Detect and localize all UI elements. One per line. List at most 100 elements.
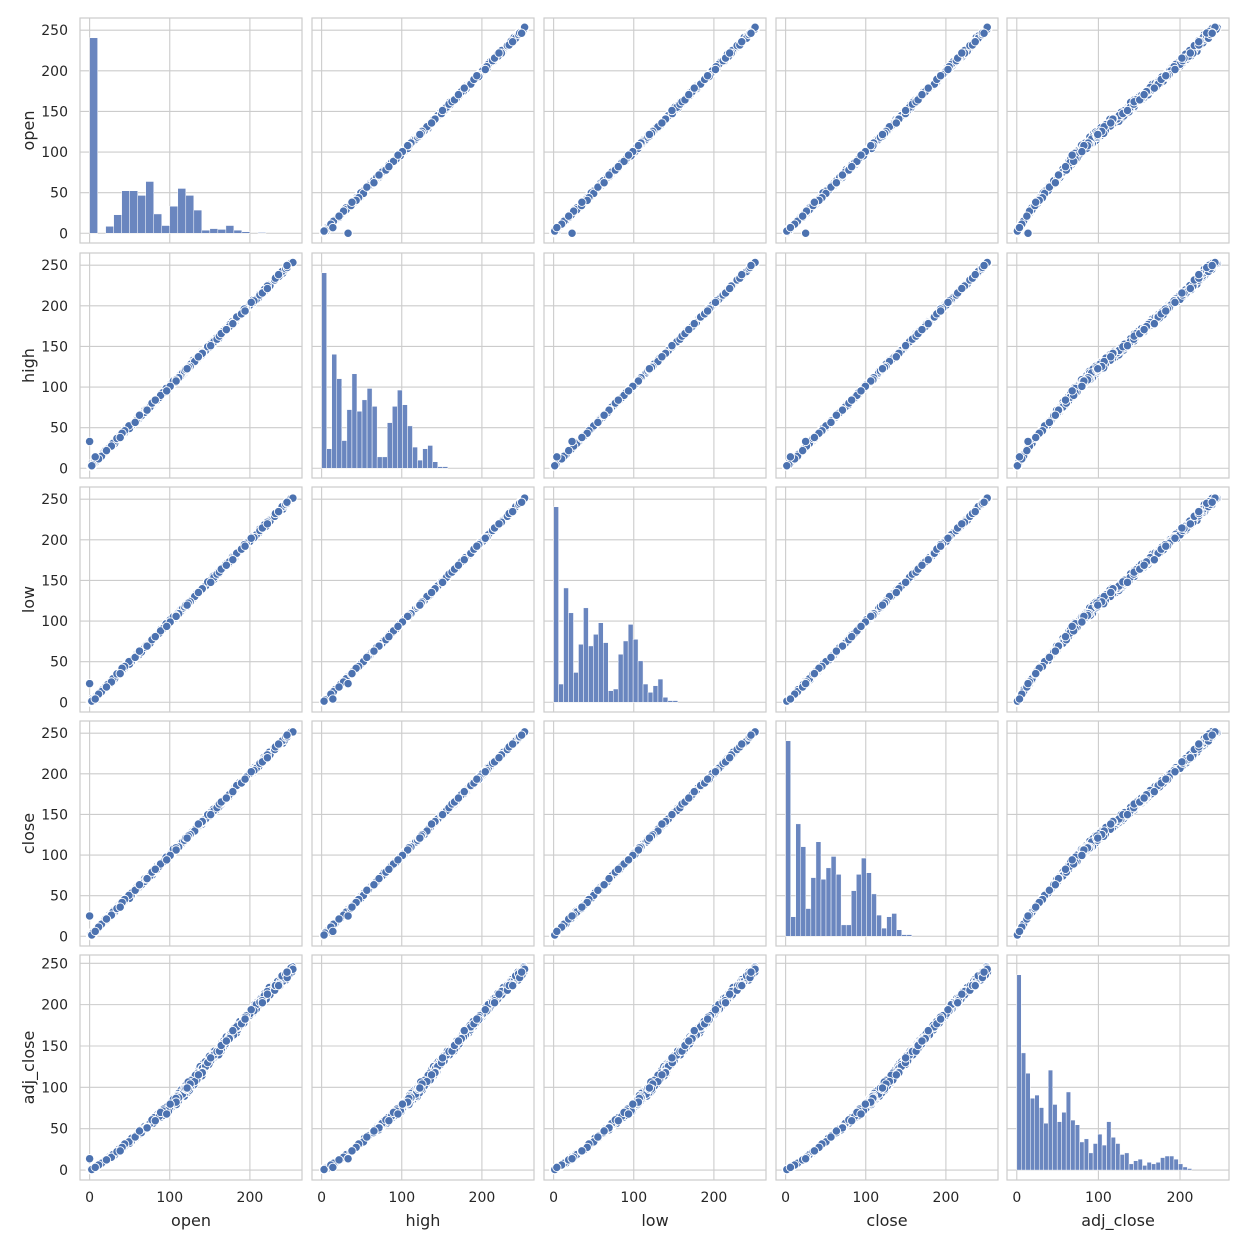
scatter-point [1093, 129, 1103, 140]
scatter-point [459, 83, 469, 93]
scatter-point [809, 432, 820, 443]
y-tick-label: 150 [41, 104, 68, 120]
scatter-point [134, 410, 145, 420]
histogram-bar [402, 404, 408, 469]
scatter-point [831, 178, 842, 188]
scatter-point [564, 211, 574, 221]
histogram-bar [397, 389, 403, 469]
scatter-point [702, 71, 713, 81]
scatter-point [737, 37, 747, 47]
histogram-bar [407, 425, 413, 469]
histogram-bar [326, 448, 332, 469]
y-tick-label: 250 [41, 23, 68, 39]
scatter-point [101, 445, 112, 456]
histogram-bar [422, 448, 428, 469]
scatter-point [577, 432, 587, 443]
scatter-point [415, 129, 425, 140]
y-tick-label: 50 [50, 421, 68, 437]
scatter-point [970, 269, 980, 280]
scatter-point [480, 64, 490, 75]
scatter-point [689, 319, 699, 329]
histogram-bar [361, 399, 368, 469]
histogram-bar [392, 406, 398, 469]
scatter-point [797, 445, 808, 456]
histogram-bar [387, 422, 393, 469]
scatter-point [343, 228, 353, 238]
histogram-bar [341, 440, 348, 469]
y-tick-label: 200 [41, 299, 68, 315]
scatter-point [472, 71, 482, 81]
histogram-bar [412, 446, 418, 469]
scatter-point [599, 410, 609, 420]
histogram-bar [432, 461, 438, 469]
histogram-bar [89, 37, 98, 234]
scatter-point [1207, 28, 1217, 38]
scatter-point [282, 260, 292, 271]
scatter-point [550, 461, 560, 471]
scatter-point [228, 319, 238, 329]
panel-open-vs-close [775, 17, 999, 244]
histogram-bar [331, 353, 338, 469]
histogram-bar [153, 213, 162, 234]
y-tick-label: 250 [41, 258, 68, 274]
scatter-point [877, 129, 888, 140]
scatter-point [746, 260, 756, 271]
scatter-point [1053, 170, 1064, 180]
scatter-point [891, 352, 901, 362]
histogram-bar [366, 388, 373, 469]
histogram-bar [209, 228, 219, 234]
scatter-point [667, 341, 677, 351]
scatter-point [369, 178, 379, 188]
scatter-point [193, 352, 204, 362]
histogram-bar [193, 209, 203, 234]
scatter-point [725, 283, 735, 294]
panel-high-vs-adj_close [1006, 252, 1230, 479]
y-tick-label: 100 [41, 145, 68, 161]
scatter-point [90, 452, 100, 462]
scatter-point [970, 37, 980, 47]
panel-open-vs-low [543, 17, 767, 244]
scatter-point [262, 283, 273, 294]
scatter-point [856, 386, 866, 396]
scatter-point [785, 452, 796, 462]
scatter-point [1170, 64, 1180, 75]
scatter-point [856, 150, 866, 160]
scatter-point [494, 48, 504, 58]
scatter-point [923, 83, 933, 93]
histogram-bar [225, 225, 235, 234]
scatter-point [900, 105, 911, 116]
scatter-point [246, 297, 256, 308]
scatter-point [1060, 162, 1071, 172]
panel-high-vs-low [543, 252, 767, 479]
histogram-bar [437, 466, 444, 469]
histogram-bar [169, 205, 179, 234]
scatter-point [801, 228, 811, 238]
scatter-point [689, 83, 699, 93]
panel-open-vs-high [311, 17, 535, 244]
histogram-bar [129, 190, 138, 234]
histogram-bar [241, 231, 251, 234]
scatter-point [567, 436, 577, 447]
scatter-point [84, 436, 95, 447]
scatter-point [162, 386, 172, 396]
scatter-point [644, 129, 655, 140]
histogram-bar [201, 229, 211, 234]
scatter-point [847, 162, 857, 172]
scatter-point [564, 445, 574, 456]
scatter-point [552, 222, 562, 233]
scatter-point [1185, 48, 1195, 58]
scatter-point [516, 28, 527, 38]
scatter-point [831, 410, 842, 420]
scatter-point [1014, 222, 1025, 233]
scatter-point [1122, 105, 1133, 116]
y-tick-label: 0 [59, 226, 68, 242]
histogram-bar [356, 410, 363, 469]
scatter-point [599, 178, 609, 188]
scatter-point [826, 417, 836, 428]
scatter-point [623, 150, 634, 160]
histogram-bar [161, 225, 171, 234]
scatter-point [1077, 146, 1087, 157]
scatter-point [206, 341, 216, 351]
histogram-bar [233, 229, 243, 234]
